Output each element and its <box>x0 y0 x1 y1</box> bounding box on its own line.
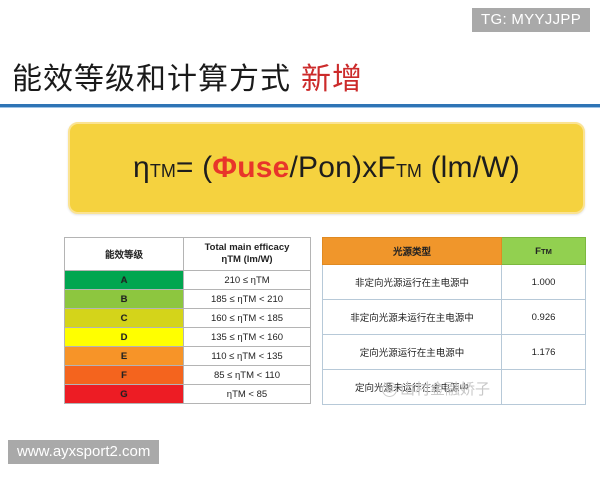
ftm-value-3: 1.176 <box>501 334 586 370</box>
ftm-header-cell: FTM <box>501 237 586 265</box>
table-row: 非定向光源运行在主电源中 1.000 <box>322 264 586 300</box>
page-title: 能效等级和计算方式 新增 <box>12 58 588 102</box>
formula-box: ηTM= (Φuse/Pon)xFTM (lm/W) <box>68 122 585 214</box>
table-row: D 135 ≤ ηTM < 160 <box>64 327 311 347</box>
grade-range-f: 85 ≤ ηTM < 110 <box>183 365 311 385</box>
grade-header-cell: 能效等级 <box>64 237 184 271</box>
ftm-header-subscript: TM <box>540 246 552 256</box>
grade-letter-g: G <box>64 384 184 404</box>
source-type-2: 非定向光源未运行在主电源中 <box>322 299 502 335</box>
grade-range-e: 110 ≤ ηTM < 135 <box>183 346 311 366</box>
table-header-row: 光源类型 FTM <box>322 237 586 265</box>
page-title-accent: 新增 <box>301 62 363 97</box>
formula-equals: = ( <box>175 151 213 184</box>
title-divider <box>0 104 600 107</box>
grade-letter-d: D <box>64 327 184 347</box>
table-header-row: 能效等级 Total main efficacy ηTM (lm/W) <box>64 237 311 271</box>
site-url-tag: www.ayxsport2.com <box>8 440 160 465</box>
grade-letter-a: A <box>64 270 184 290</box>
grade-letter-e: E <box>64 346 184 366</box>
grade-letter-b: B <box>64 289 184 309</box>
table-row: C 160 ≤ ηTM < 185 <box>64 308 311 328</box>
energy-grade-table: 能效等级 Total main efficacy ηTM (lm/W) A 21… <box>64 237 311 404</box>
ftm-value-4 <box>501 369 586 405</box>
table-row: A 210 ≤ ηTM <box>64 270 311 290</box>
efficacy-header-line2: ηTM (lm/W) <box>221 254 273 265</box>
grade-range-c: 160 ≤ ηTM < 185 <box>183 308 311 328</box>
table-row: E 110 ≤ ηTM < 135 <box>64 346 311 366</box>
source-type-1: 非定向光源运行在主电源中 <box>322 264 502 300</box>
grade-range-g: ηTM < 85 <box>183 384 311 404</box>
table-row: G ηTM < 85 <box>64 384 311 404</box>
grade-letter-f: F <box>64 365 184 385</box>
light-source-factor-table: 光源类型 FTM 非定向光源运行在主电源中 1.000 非定向光源未运行在主电源… <box>322 237 586 405</box>
tg-handle-tag: TG: MYYJJPP <box>472 8 590 33</box>
table-row: 非定向光源未运行在主电源中 0.926 <box>322 299 586 335</box>
source-type-3: 定向光源运行在主电源中 <box>322 334 502 370</box>
table-row: F 85 ≤ ηTM < 110 <box>64 365 311 385</box>
table-row: 定向光源未运行在主电源中 <box>322 369 586 405</box>
ftm-header-letter: F <box>535 245 541 257</box>
tables-region: 能效等级 Total main efficacy ηTM (lm/W) A 21… <box>60 237 590 422</box>
formula-divider: /Pon)xF <box>289 151 396 184</box>
grade-letter-c: C <box>64 308 184 328</box>
grade-range-a: 210 ≤ ηTM <box>183 270 311 290</box>
formula-phi-use: Φuse <box>212 151 290 184</box>
formula-eta-subscript: TM <box>149 161 176 181</box>
grade-range-d: 135 ≤ ηTM < 160 <box>183 327 311 347</box>
efficacy-formula: ηTM= (Φuse/Pon)xFTM (lm/W) <box>133 153 520 183</box>
title-divider-light <box>0 107 600 108</box>
efficacy-header-line1: Total main efficacy <box>204 242 290 254</box>
formula-unit: (lm/W) <box>421 151 520 184</box>
ftm-value-1: 1.000 <box>501 264 586 300</box>
ftm-value-2: 0.926 <box>501 299 586 335</box>
formula-eta: η <box>133 151 150 184</box>
page-title-main: 能效等级和计算方式 <box>12 62 291 97</box>
grade-range-b: 185 ≤ ηTM < 210 <box>183 289 311 309</box>
source-type-4: 定向光源未运行在主电源中 <box>322 369 502 405</box>
source-type-header-cell: 光源类型 <box>322 237 502 265</box>
table-row: 定向光源运行在主电源中 1.176 <box>322 334 586 370</box>
table-row: B 185 ≤ ηTM < 210 <box>64 289 311 309</box>
formula-f-subscript: TM <box>395 161 422 181</box>
efficacy-header-cell: Total main efficacy ηTM (lm/W) <box>183 237 311 271</box>
